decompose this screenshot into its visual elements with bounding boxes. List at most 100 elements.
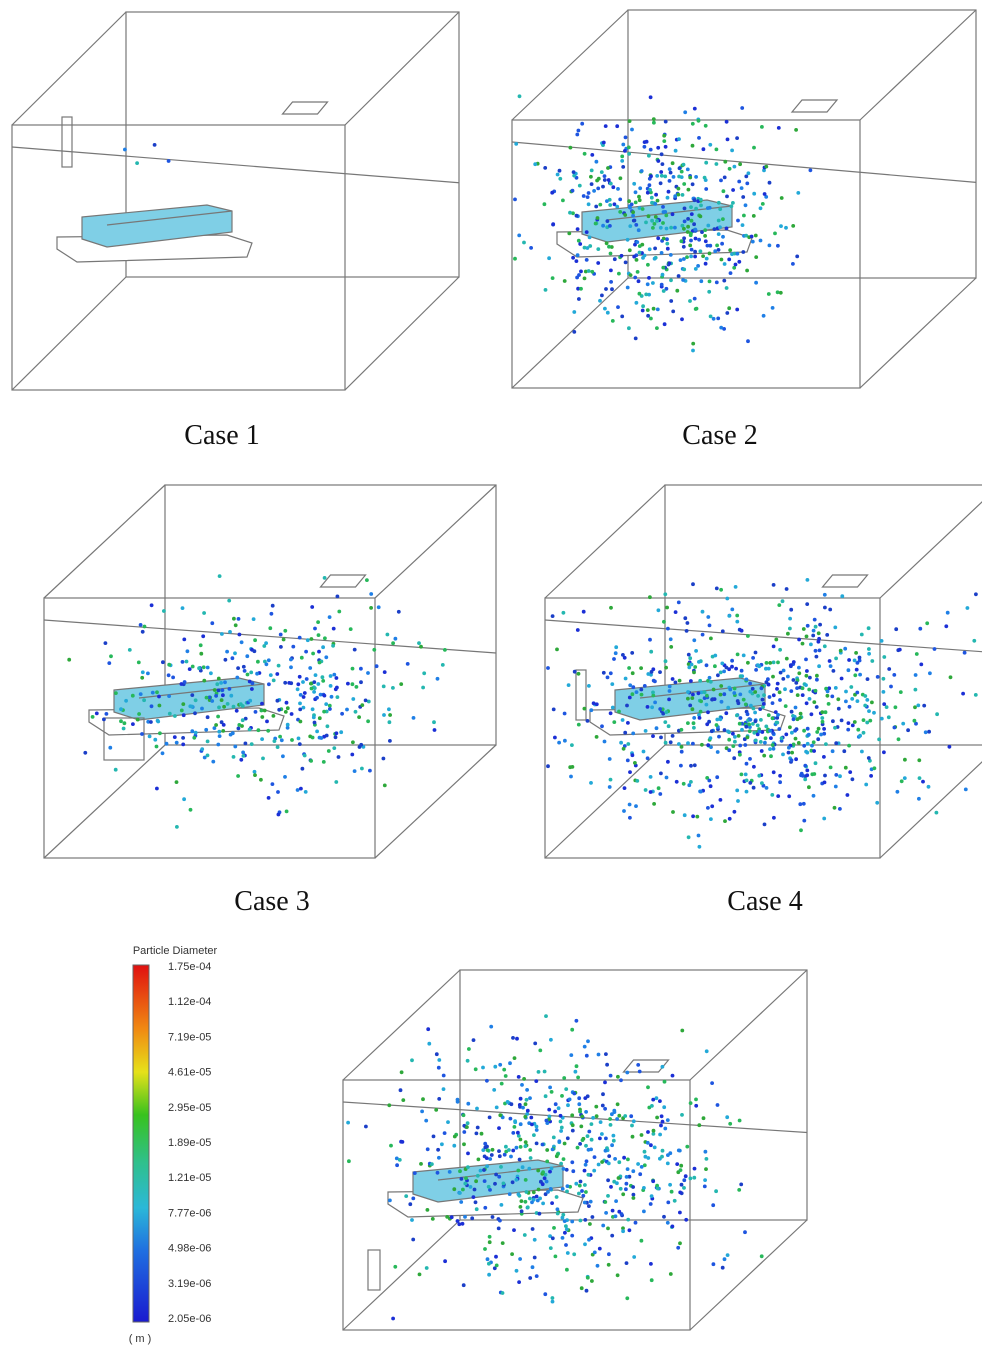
particle bbox=[618, 176, 623, 181]
particle bbox=[507, 1148, 511, 1152]
particle bbox=[261, 756, 265, 761]
particle bbox=[544, 1014, 548, 1018]
particle bbox=[762, 822, 767, 827]
particle bbox=[644, 139, 649, 144]
particle bbox=[935, 712, 939, 717]
particle bbox=[700, 742, 704, 747]
particle bbox=[634, 258, 639, 262]
particle bbox=[788, 725, 792, 730]
particle bbox=[601, 1223, 606, 1228]
particle bbox=[607, 785, 612, 789]
particle bbox=[488, 1157, 493, 1161]
particle bbox=[647, 292, 651, 297]
particle bbox=[655, 219, 659, 223]
particle bbox=[582, 706, 587, 711]
particle bbox=[135, 161, 140, 166]
particle bbox=[751, 785, 756, 790]
particle bbox=[570, 1233, 575, 1238]
particle bbox=[312, 680, 317, 684]
particle bbox=[164, 741, 169, 746]
particle bbox=[898, 690, 903, 694]
particle bbox=[685, 167, 690, 172]
particle bbox=[622, 655, 627, 660]
particle bbox=[691, 721, 696, 726]
particle bbox=[755, 663, 760, 668]
particle bbox=[570, 1113, 575, 1118]
particle bbox=[664, 665, 668, 670]
particle bbox=[146, 719, 151, 724]
particle bbox=[689, 205, 693, 210]
particle bbox=[619, 740, 623, 745]
particle bbox=[109, 654, 113, 659]
particle bbox=[682, 257, 686, 261]
particle bbox=[807, 785, 811, 790]
particle bbox=[520, 1083, 524, 1087]
particle bbox=[627, 1228, 632, 1233]
particle bbox=[619, 253, 624, 258]
particle bbox=[728, 271, 733, 275]
particle bbox=[678, 1241, 682, 1246]
particle bbox=[801, 627, 806, 631]
particle bbox=[833, 784, 838, 789]
particle bbox=[764, 164, 769, 169]
particle bbox=[492, 1088, 497, 1092]
particle bbox=[614, 645, 619, 650]
particle bbox=[719, 325, 724, 330]
particle bbox=[570, 743, 574, 747]
case-label: Case 3 bbox=[234, 886, 309, 917]
particle bbox=[581, 609, 586, 614]
particle bbox=[193, 711, 197, 716]
particle bbox=[281, 637, 286, 642]
particle bbox=[689, 247, 694, 252]
particle bbox=[771, 746, 776, 751]
particle bbox=[743, 203, 748, 208]
particle bbox=[640, 207, 645, 211]
particle bbox=[501, 1181, 506, 1186]
particle bbox=[497, 1154, 502, 1159]
particle bbox=[784, 656, 789, 661]
particle bbox=[860, 749, 864, 754]
particle bbox=[720, 629, 725, 634]
particle bbox=[594, 159, 599, 164]
particle bbox=[673, 610, 678, 614]
particle bbox=[435, 676, 440, 681]
particle bbox=[291, 644, 296, 649]
particle bbox=[699, 203, 703, 208]
particle bbox=[440, 1142, 444, 1147]
particle bbox=[647, 153, 651, 158]
particle bbox=[770, 306, 775, 310]
particle bbox=[822, 755, 826, 759]
particle bbox=[601, 184, 605, 189]
particle bbox=[716, 200, 721, 205]
particle bbox=[550, 1296, 555, 1300]
particle bbox=[732, 809, 737, 814]
particle bbox=[311, 651, 315, 656]
particle bbox=[685, 255, 689, 259]
particle bbox=[716, 673, 720, 678]
particle bbox=[243, 741, 248, 746]
particle bbox=[798, 802, 803, 807]
particle bbox=[560, 1187, 565, 1191]
particle bbox=[707, 778, 712, 783]
particle bbox=[554, 1195, 559, 1199]
particle bbox=[655, 198, 660, 203]
particle bbox=[698, 709, 703, 714]
particle bbox=[646, 262, 650, 267]
particle bbox=[658, 707, 663, 711]
particle bbox=[901, 721, 906, 726]
particle bbox=[430, 1217, 435, 1221]
machine-edge bbox=[106, 210, 233, 226]
particle bbox=[768, 728, 772, 733]
particle bbox=[243, 716, 248, 721]
particle bbox=[610, 705, 615, 710]
particle bbox=[575, 628, 580, 632]
particle bbox=[389, 1143, 393, 1148]
inlet bbox=[367, 1249, 381, 1291]
particle bbox=[310, 605, 315, 609]
particle bbox=[460, 1221, 465, 1226]
particle bbox=[689, 662, 694, 667]
particle bbox=[510, 1252, 514, 1256]
particle bbox=[700, 632, 705, 637]
particle bbox=[750, 686, 755, 691]
legend-label: 7.77e-06 bbox=[168, 1207, 211, 1219]
